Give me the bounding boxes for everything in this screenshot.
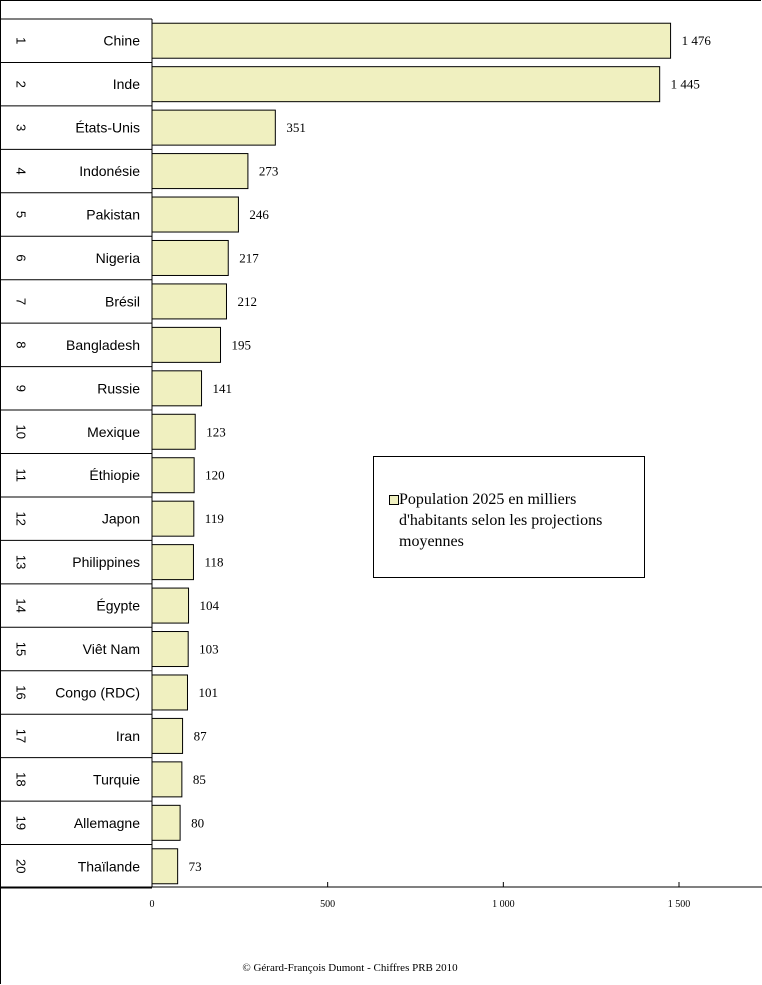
value-label: 73 xyxy=(189,859,202,874)
legend-label: Population 2025 en milliers d'habitants … xyxy=(399,491,603,550)
category-label: Pakistan xyxy=(86,207,140,223)
bar xyxy=(151,370,203,407)
bar xyxy=(151,717,184,754)
rank-label: 3 xyxy=(14,124,29,131)
category-label: Russie xyxy=(97,380,140,396)
category-label: Turquie xyxy=(93,771,140,787)
rank-label: 12 xyxy=(14,511,29,525)
bar xyxy=(151,804,181,841)
value-label: 246 xyxy=(249,207,269,222)
legend: Population 2025 en milliers d'habitants … xyxy=(373,456,645,578)
rank-label: 16 xyxy=(14,685,29,699)
rank-label: 18 xyxy=(14,772,29,786)
bar xyxy=(151,500,195,537)
rank-label: 5 xyxy=(14,211,29,218)
category-label: Chine xyxy=(103,33,140,49)
value-label: 87 xyxy=(194,728,208,743)
category-label: Indonésie xyxy=(79,163,140,179)
value-label: 103 xyxy=(199,642,219,657)
category-label: Inde xyxy=(113,76,140,92)
value-label: 118 xyxy=(204,555,223,570)
category-label: Philippines xyxy=(72,554,140,570)
category-label: Congo (RDC) xyxy=(55,684,140,700)
category-label: Bangladesh xyxy=(66,337,140,353)
category-label: Japon xyxy=(102,511,140,527)
bar xyxy=(151,153,249,190)
bar xyxy=(151,109,276,146)
rank-label: 14 xyxy=(14,598,29,612)
value-label: 195 xyxy=(232,337,252,352)
category-label: Mexique xyxy=(87,424,140,440)
bar xyxy=(151,239,229,276)
bar xyxy=(151,413,196,450)
value-label: 119 xyxy=(205,511,224,526)
rank-label: 1 xyxy=(14,37,29,44)
legend-swatch xyxy=(389,495,399,505)
value-label: 351 xyxy=(286,120,306,135)
bar xyxy=(151,457,195,494)
rank-label: 20 xyxy=(14,859,29,873)
bars: 1 476 1 445 351 273 246 217 212 195 141 123 120 119… xyxy=(151,22,712,885)
x-tick-label: 0 xyxy=(150,899,155,910)
value-label: 101 xyxy=(198,685,218,700)
rank-label: 19 xyxy=(14,816,29,830)
rank-label: 2 xyxy=(14,81,29,88)
value-label: 1 476 xyxy=(682,33,712,48)
category-label: Allemagne xyxy=(74,815,140,831)
rank-label: 17 xyxy=(14,729,29,743)
bar xyxy=(151,631,189,668)
value-label: 120 xyxy=(205,468,225,483)
rank-label: 10 xyxy=(14,425,29,439)
rank-label: 15 xyxy=(14,642,29,656)
category-label: Thaïlande xyxy=(78,858,140,874)
rank-label: 7 xyxy=(14,298,29,305)
x-tick-label: 1 000 xyxy=(492,899,515,910)
bar xyxy=(151,66,661,103)
category-label: Iran xyxy=(116,728,140,744)
bar xyxy=(151,761,183,798)
bar xyxy=(151,283,227,320)
x-axis: 0 500 1 000 1 500 xyxy=(0,19,762,910)
category-label: Brésil xyxy=(105,293,140,309)
value-label: 85 xyxy=(193,772,206,787)
rank-label: 4 xyxy=(14,167,29,174)
category-label: Viêt Nam xyxy=(83,641,140,657)
value-label: 273 xyxy=(259,164,279,179)
bar xyxy=(151,587,190,624)
bar xyxy=(151,848,179,885)
category-label: Égypte xyxy=(96,598,140,614)
copyright: © Gérard-François Dumont - Chiffres PRB … xyxy=(242,962,458,974)
rank-label: 6 xyxy=(14,254,29,261)
bar xyxy=(151,196,239,233)
value-label: 104 xyxy=(200,598,220,613)
rank-label: 8 xyxy=(14,341,29,348)
value-label: 141 xyxy=(213,381,233,396)
value-label: 212 xyxy=(237,294,257,309)
bar xyxy=(151,674,188,711)
category-label: Éthiopie xyxy=(89,467,140,483)
rank-label: 9 xyxy=(14,385,29,392)
bar xyxy=(151,544,194,581)
rank-label: 13 xyxy=(14,555,29,569)
x-tick-label: 1 500 xyxy=(668,899,691,910)
category-label: Nigeria xyxy=(96,250,141,266)
value-label: 217 xyxy=(239,250,259,265)
value-label: 123 xyxy=(206,424,226,439)
bar xyxy=(151,326,222,363)
value-label: 80 xyxy=(191,815,204,830)
value-label: 1 445 xyxy=(671,77,700,92)
x-tick-label: 500 xyxy=(320,899,335,910)
category-rows: 1 Chine 2 Inde 3 États-Unis 4 Indonésie 5 Pakista… xyxy=(0,18,152,889)
bar xyxy=(151,22,672,59)
rank-label: 11 xyxy=(14,468,29,482)
category-label: États-Unis xyxy=(75,120,140,136)
